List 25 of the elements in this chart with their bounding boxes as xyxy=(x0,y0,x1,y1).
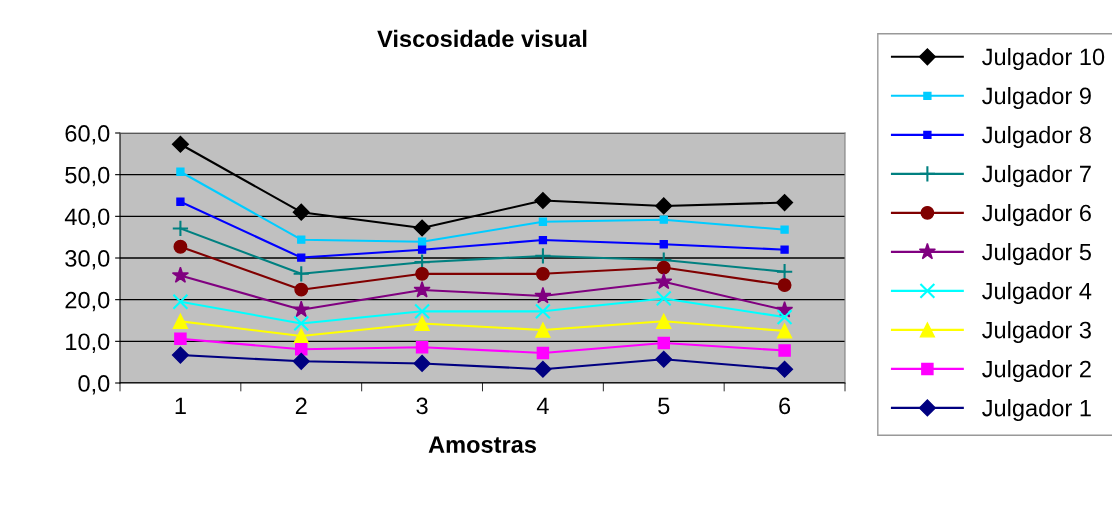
y-tick-label: 50,0 xyxy=(65,166,110,187)
legend-label: Julgador 4 xyxy=(982,282,1092,305)
y-tick-label: 20,0 xyxy=(65,291,110,312)
y-tick-label: 10,0 xyxy=(66,333,110,353)
legend-label: Julgador 2 xyxy=(982,360,1091,383)
x-tick-label: 5 xyxy=(658,397,670,415)
legend-label: Julgador 8 xyxy=(982,125,1091,148)
y-tick-label: 30,0 xyxy=(65,250,110,270)
legend-label: Julgador 7 xyxy=(982,165,1091,188)
x-tick-label: 4 xyxy=(536,397,549,414)
x-tick-label: 3 xyxy=(416,397,428,415)
legend-label: Julgador 9 xyxy=(982,86,1091,109)
legend-label: Julgador 3 xyxy=(982,321,1091,344)
legend-label: Julgador 10 xyxy=(982,47,1105,70)
x-axis-title: Amostras xyxy=(428,436,536,453)
legend-label: Julgador 6 xyxy=(982,204,1091,227)
chart-title: Viscosidade visual xyxy=(377,29,587,48)
y-tick-label: 0,0 xyxy=(78,375,110,395)
legend-label: Julgador 5 xyxy=(982,243,1091,266)
legend-label: Julgador 1 xyxy=(982,399,1091,422)
y-tick-label: 60,0 xyxy=(65,125,110,145)
x-tick-label: 1 xyxy=(175,397,186,414)
x-tick-label: 2 xyxy=(295,397,307,414)
y-tick-label: 40,0 xyxy=(64,208,110,228)
x-tick-label: 6 xyxy=(779,397,791,415)
